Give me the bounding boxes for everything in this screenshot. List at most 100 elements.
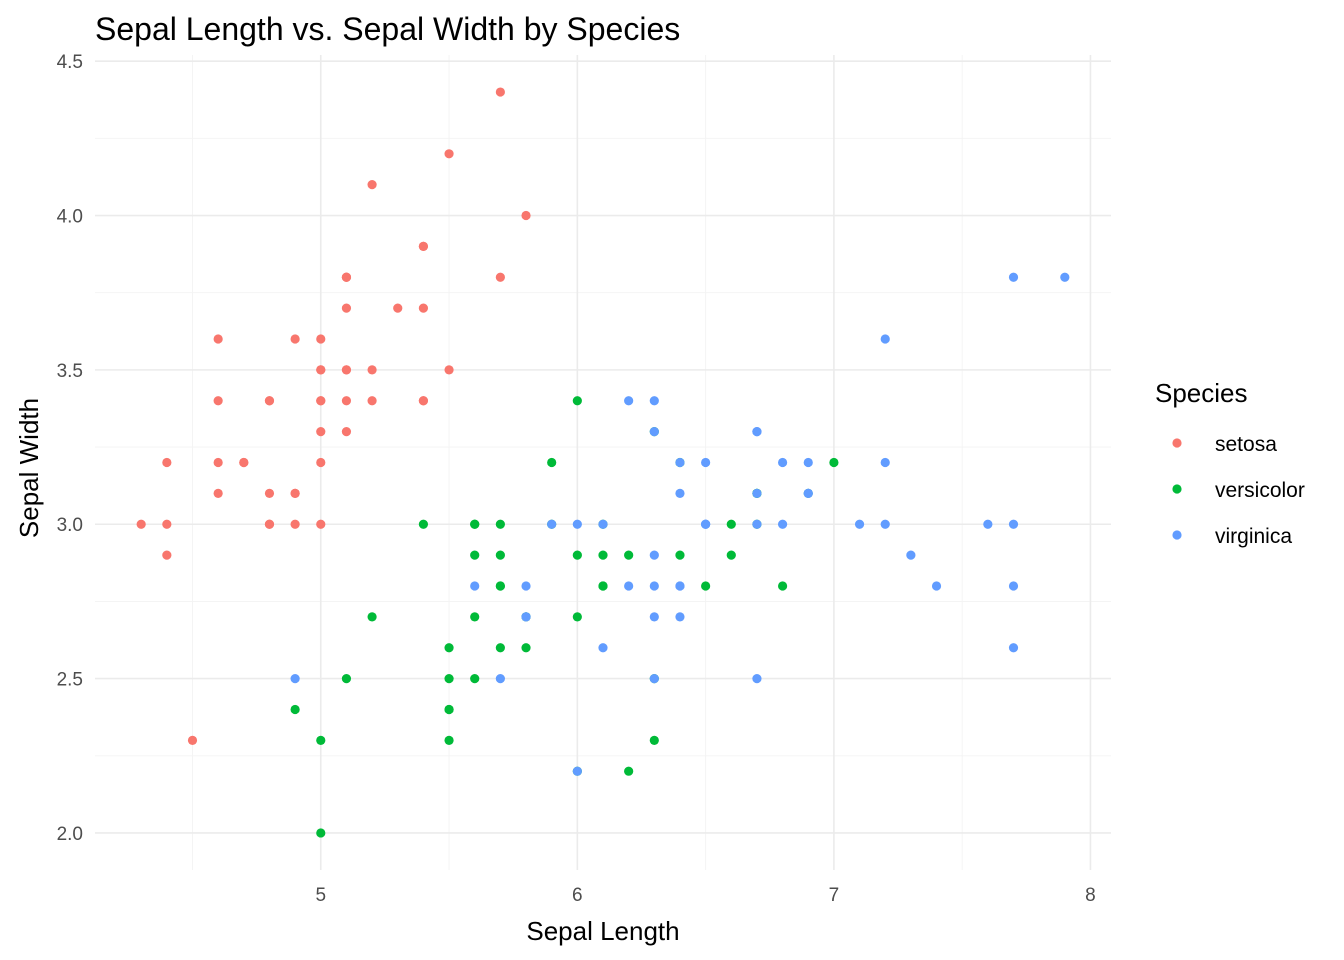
data-point-setosa bbox=[316, 396, 326, 406]
data-point-versicolor bbox=[572, 612, 582, 622]
data-point-setosa bbox=[290, 488, 300, 498]
data-point-setosa bbox=[213, 457, 223, 468]
data-point-virginica bbox=[598, 643, 608, 653]
data-point-versicolor bbox=[675, 550, 685, 560]
data-point-versicolor bbox=[418, 519, 429, 529]
data-point-virginica bbox=[803, 488, 813, 498]
data-point-setosa bbox=[136, 519, 146, 529]
data-point-virginica bbox=[649, 673, 659, 684]
data-point-versicolor bbox=[470, 550, 480, 560]
data-point-virginica bbox=[1008, 643, 1019, 653]
data-point-virginica bbox=[649, 396, 659, 406]
data-point-versicolor bbox=[316, 735, 326, 745]
data-point-setosa bbox=[187, 735, 198, 745]
x-tick-label: 6 bbox=[572, 885, 583, 906]
data-point-versicolor bbox=[290, 704, 300, 715]
data-point-versicolor bbox=[470, 519, 480, 529]
data-point-virginica bbox=[803, 457, 813, 468]
data-point-virginica bbox=[649, 612, 659, 622]
legend-label-virginica: virginica bbox=[1215, 525, 1292, 548]
legend-key-virginica bbox=[1172, 530, 1182, 540]
data-point-setosa bbox=[316, 519, 326, 529]
data-point-setosa bbox=[162, 550, 172, 560]
data-point-setosa bbox=[316, 365, 326, 375]
grid bbox=[95, 55, 1111, 870]
data-point-setosa bbox=[341, 303, 352, 313]
legend-label-versicolor: versicolor bbox=[1215, 479, 1305, 502]
data-point-virginica bbox=[880, 519, 890, 529]
data-point-setosa bbox=[213, 488, 223, 498]
legend-title: Species bbox=[1155, 378, 1248, 408]
data-point-virginica bbox=[290, 673, 300, 684]
data-point-virginica bbox=[624, 581, 634, 591]
data-point-setosa bbox=[495, 87, 505, 97]
data-point-virginica bbox=[752, 673, 762, 684]
data-point-versicolor bbox=[547, 457, 557, 468]
data-point-virginica bbox=[983, 519, 993, 529]
data-point-versicolor bbox=[598, 550, 608, 560]
x-tick-label: 8 bbox=[1085, 885, 1096, 906]
data-point-setosa bbox=[316, 427, 326, 437]
data-point-setosa bbox=[290, 519, 300, 529]
data-point-virginica bbox=[624, 396, 634, 406]
data-point-setosa bbox=[213, 334, 223, 344]
data-point-setosa bbox=[264, 519, 275, 529]
data-point-setosa bbox=[341, 365, 352, 375]
data-point-virginica bbox=[1008, 581, 1019, 591]
x-tick-label: 5 bbox=[315, 885, 326, 906]
chart-title: Sepal Length vs. Sepal Width by Species bbox=[95, 11, 680, 47]
data-point-versicolor bbox=[341, 673, 352, 684]
y-tick-label: 4.5 bbox=[57, 52, 83, 73]
legend: Species setosa versicolor virginica bbox=[1155, 378, 1305, 548]
data-point-virginica bbox=[649, 581, 659, 591]
data-point-setosa bbox=[162, 519, 172, 529]
data-point-virginica bbox=[649, 427, 659, 437]
data-point-versicolor bbox=[598, 581, 608, 591]
data-point-versicolor bbox=[367, 612, 377, 622]
legend-key-setosa bbox=[1172, 438, 1182, 448]
data-point-virginica bbox=[649, 550, 659, 560]
data-point-virginica bbox=[521, 612, 531, 622]
data-point-virginica bbox=[495, 673, 505, 684]
data-point-versicolor bbox=[649, 735, 659, 745]
data-point-versicolor bbox=[624, 550, 634, 560]
data-point-setosa bbox=[213, 396, 223, 406]
data-point-versicolor bbox=[495, 550, 505, 560]
data-point-virginica bbox=[1008, 519, 1019, 529]
data-point-versicolor bbox=[829, 457, 839, 468]
data-point-virginica bbox=[906, 550, 916, 560]
data-point-virginica bbox=[675, 488, 685, 498]
data-point-versicolor bbox=[444, 673, 454, 684]
data-point-versicolor bbox=[572, 550, 582, 560]
x-axis-title: Sepal Length bbox=[526, 916, 679, 946]
data-point-setosa bbox=[367, 365, 377, 375]
data-point-versicolor bbox=[444, 704, 454, 715]
data-point-setosa bbox=[162, 457, 172, 468]
data-point-versicolor bbox=[521, 643, 531, 653]
data-point-setosa bbox=[367, 180, 377, 190]
y-tick-label: 3.5 bbox=[57, 361, 83, 382]
y-tick-label: 2.0 bbox=[57, 824, 83, 845]
data-point-versicolor bbox=[777, 581, 788, 591]
data-points bbox=[136, 87, 1070, 838]
data-point-virginica bbox=[880, 334, 890, 344]
data-point-virginica bbox=[777, 457, 788, 468]
data-point-setosa bbox=[316, 457, 326, 468]
data-point-versicolor bbox=[470, 612, 480, 622]
data-point-setosa bbox=[418, 396, 429, 406]
data-point-setosa bbox=[418, 303, 429, 313]
data-point-virginica bbox=[675, 612, 685, 622]
data-point-setosa bbox=[393, 303, 403, 313]
data-point-versicolor bbox=[495, 519, 505, 529]
data-point-virginica bbox=[880, 457, 890, 468]
data-point-versicolor bbox=[495, 643, 505, 653]
data-point-setosa bbox=[239, 457, 249, 468]
y-axis-ticks: 2.0 2.5 3.0 3.5 4.0 4.5 bbox=[57, 52, 83, 845]
data-point-versicolor bbox=[726, 519, 736, 529]
data-point-virginica bbox=[752, 519, 762, 529]
x-tick-label: 7 bbox=[829, 885, 840, 906]
data-point-setosa bbox=[341, 272, 352, 282]
data-point-setosa bbox=[444, 149, 454, 159]
data-point-virginica bbox=[598, 519, 608, 529]
data-point-versicolor bbox=[316, 828, 326, 838]
